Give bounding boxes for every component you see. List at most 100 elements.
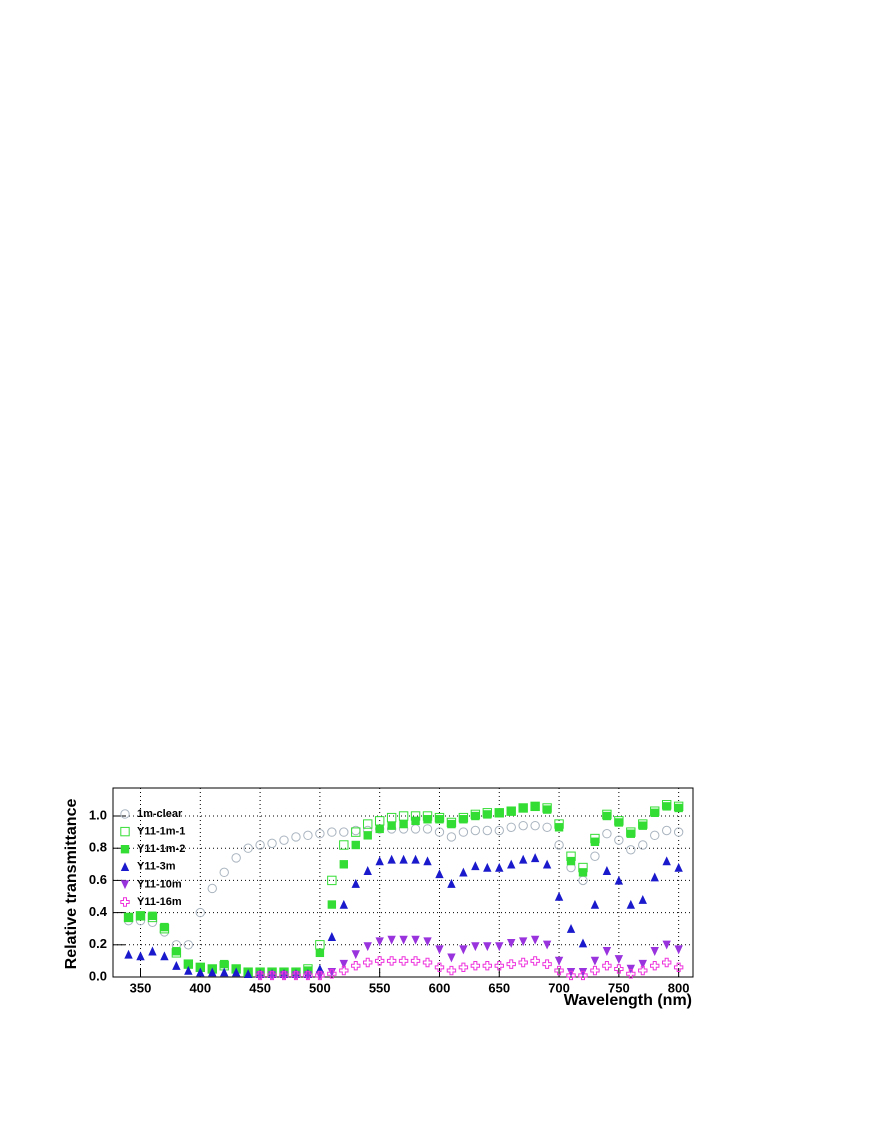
marker	[207, 883, 217, 894]
marker	[661, 957, 672, 968]
marker	[160, 951, 169, 961]
marker	[483, 810, 492, 819]
marker	[590, 965, 600, 976]
marker	[303, 970, 313, 981]
marker	[446, 832, 457, 842]
x-tick-label: 600	[429, 980, 451, 995]
marker	[136, 911, 145, 921]
marker	[267, 970, 277, 981]
marker	[219, 867, 229, 878]
legend-marker	[120, 880, 130, 890]
x-tick-label: 650	[488, 980, 510, 995]
marker	[483, 942, 492, 952]
marker	[446, 965, 457, 976]
marker	[470, 825, 481, 836]
marker	[375, 937, 384, 947]
x-tick-label: 450	[249, 980, 271, 995]
marker	[124, 913, 133, 922]
marker	[650, 947, 659, 956]
x-tick-label: 400	[189, 980, 211, 995]
marker	[148, 911, 157, 921]
y-tick-label: 0.4	[89, 904, 108, 919]
marker	[506, 822, 516, 832]
marker	[315, 970, 325, 981]
marker	[184, 965, 193, 975]
marker	[160, 922, 169, 932]
marker	[363, 957, 373, 968]
marker	[291, 970, 301, 981]
marker	[351, 950, 360, 960]
marker	[673, 962, 684, 973]
marker	[327, 827, 337, 837]
marker	[459, 945, 468, 955]
marker	[423, 815, 432, 824]
marker	[554, 840, 564, 850]
marker	[243, 969, 253, 978]
legend-marker	[120, 897, 130, 907]
marker	[386, 812, 397, 823]
marker	[614, 818, 624, 827]
marker	[398, 811, 409, 821]
marker	[422, 957, 433, 968]
marker	[614, 875, 624, 885]
marker	[459, 815, 468, 824]
marker	[339, 959, 349, 969]
legend-marker	[120, 809, 130, 819]
marker	[590, 837, 600, 846]
marker	[148, 946, 157, 956]
marker	[674, 862, 683, 872]
marker	[554, 965, 564, 976]
marker	[602, 829, 612, 839]
marker	[363, 831, 372, 840]
marker	[518, 820, 528, 831]
marker	[435, 945, 444, 955]
marker	[255, 840, 265, 850]
marker	[196, 967, 205, 977]
marker	[542, 959, 552, 969]
marker	[650, 961, 660, 971]
marker	[614, 964, 624, 974]
marker	[470, 961, 481, 971]
marker	[196, 963, 205, 972]
marker	[435, 815, 444, 824]
marker	[279, 835, 289, 845]
marker	[363, 942, 372, 952]
marker	[410, 824, 421, 834]
legend-label: Y11-1m-1	[137, 826, 185, 838]
marker	[399, 819, 408, 829]
marker	[195, 907, 205, 918]
marker	[530, 802, 540, 811]
marker	[423, 937, 432, 947]
marker	[661, 825, 672, 836]
y-tick-label: 0.2	[89, 936, 107, 951]
marker	[494, 961, 504, 971]
marker	[387, 854, 396, 864]
marker	[650, 830, 660, 841]
marker	[638, 840, 648, 850]
marker	[638, 895, 647, 904]
marker	[495, 942, 504, 952]
marker	[315, 964, 325, 974]
x-tick-label: 350	[130, 980, 152, 995]
marker	[339, 965, 349, 976]
marker	[423, 856, 432, 866]
marker	[411, 935, 420, 945]
x-tick-label: 550	[369, 980, 391, 995]
marker	[590, 899, 600, 909]
marker	[602, 961, 612, 971]
marker	[495, 862, 504, 872]
marker	[674, 803, 683, 813]
y-tick-label: 0.8	[89, 840, 107, 855]
y-tick-label: 1.0	[89, 807, 107, 822]
legend-marker	[120, 862, 130, 871]
marker	[554, 823, 564, 832]
marker	[614, 955, 624, 964]
marker	[363, 866, 372, 875]
marker	[411, 854, 420, 864]
marker	[375, 856, 384, 866]
marker	[471, 861, 480, 871]
marker	[626, 845, 636, 855]
marker	[590, 956, 600, 966]
marker	[399, 854, 408, 864]
marker	[208, 967, 217, 977]
